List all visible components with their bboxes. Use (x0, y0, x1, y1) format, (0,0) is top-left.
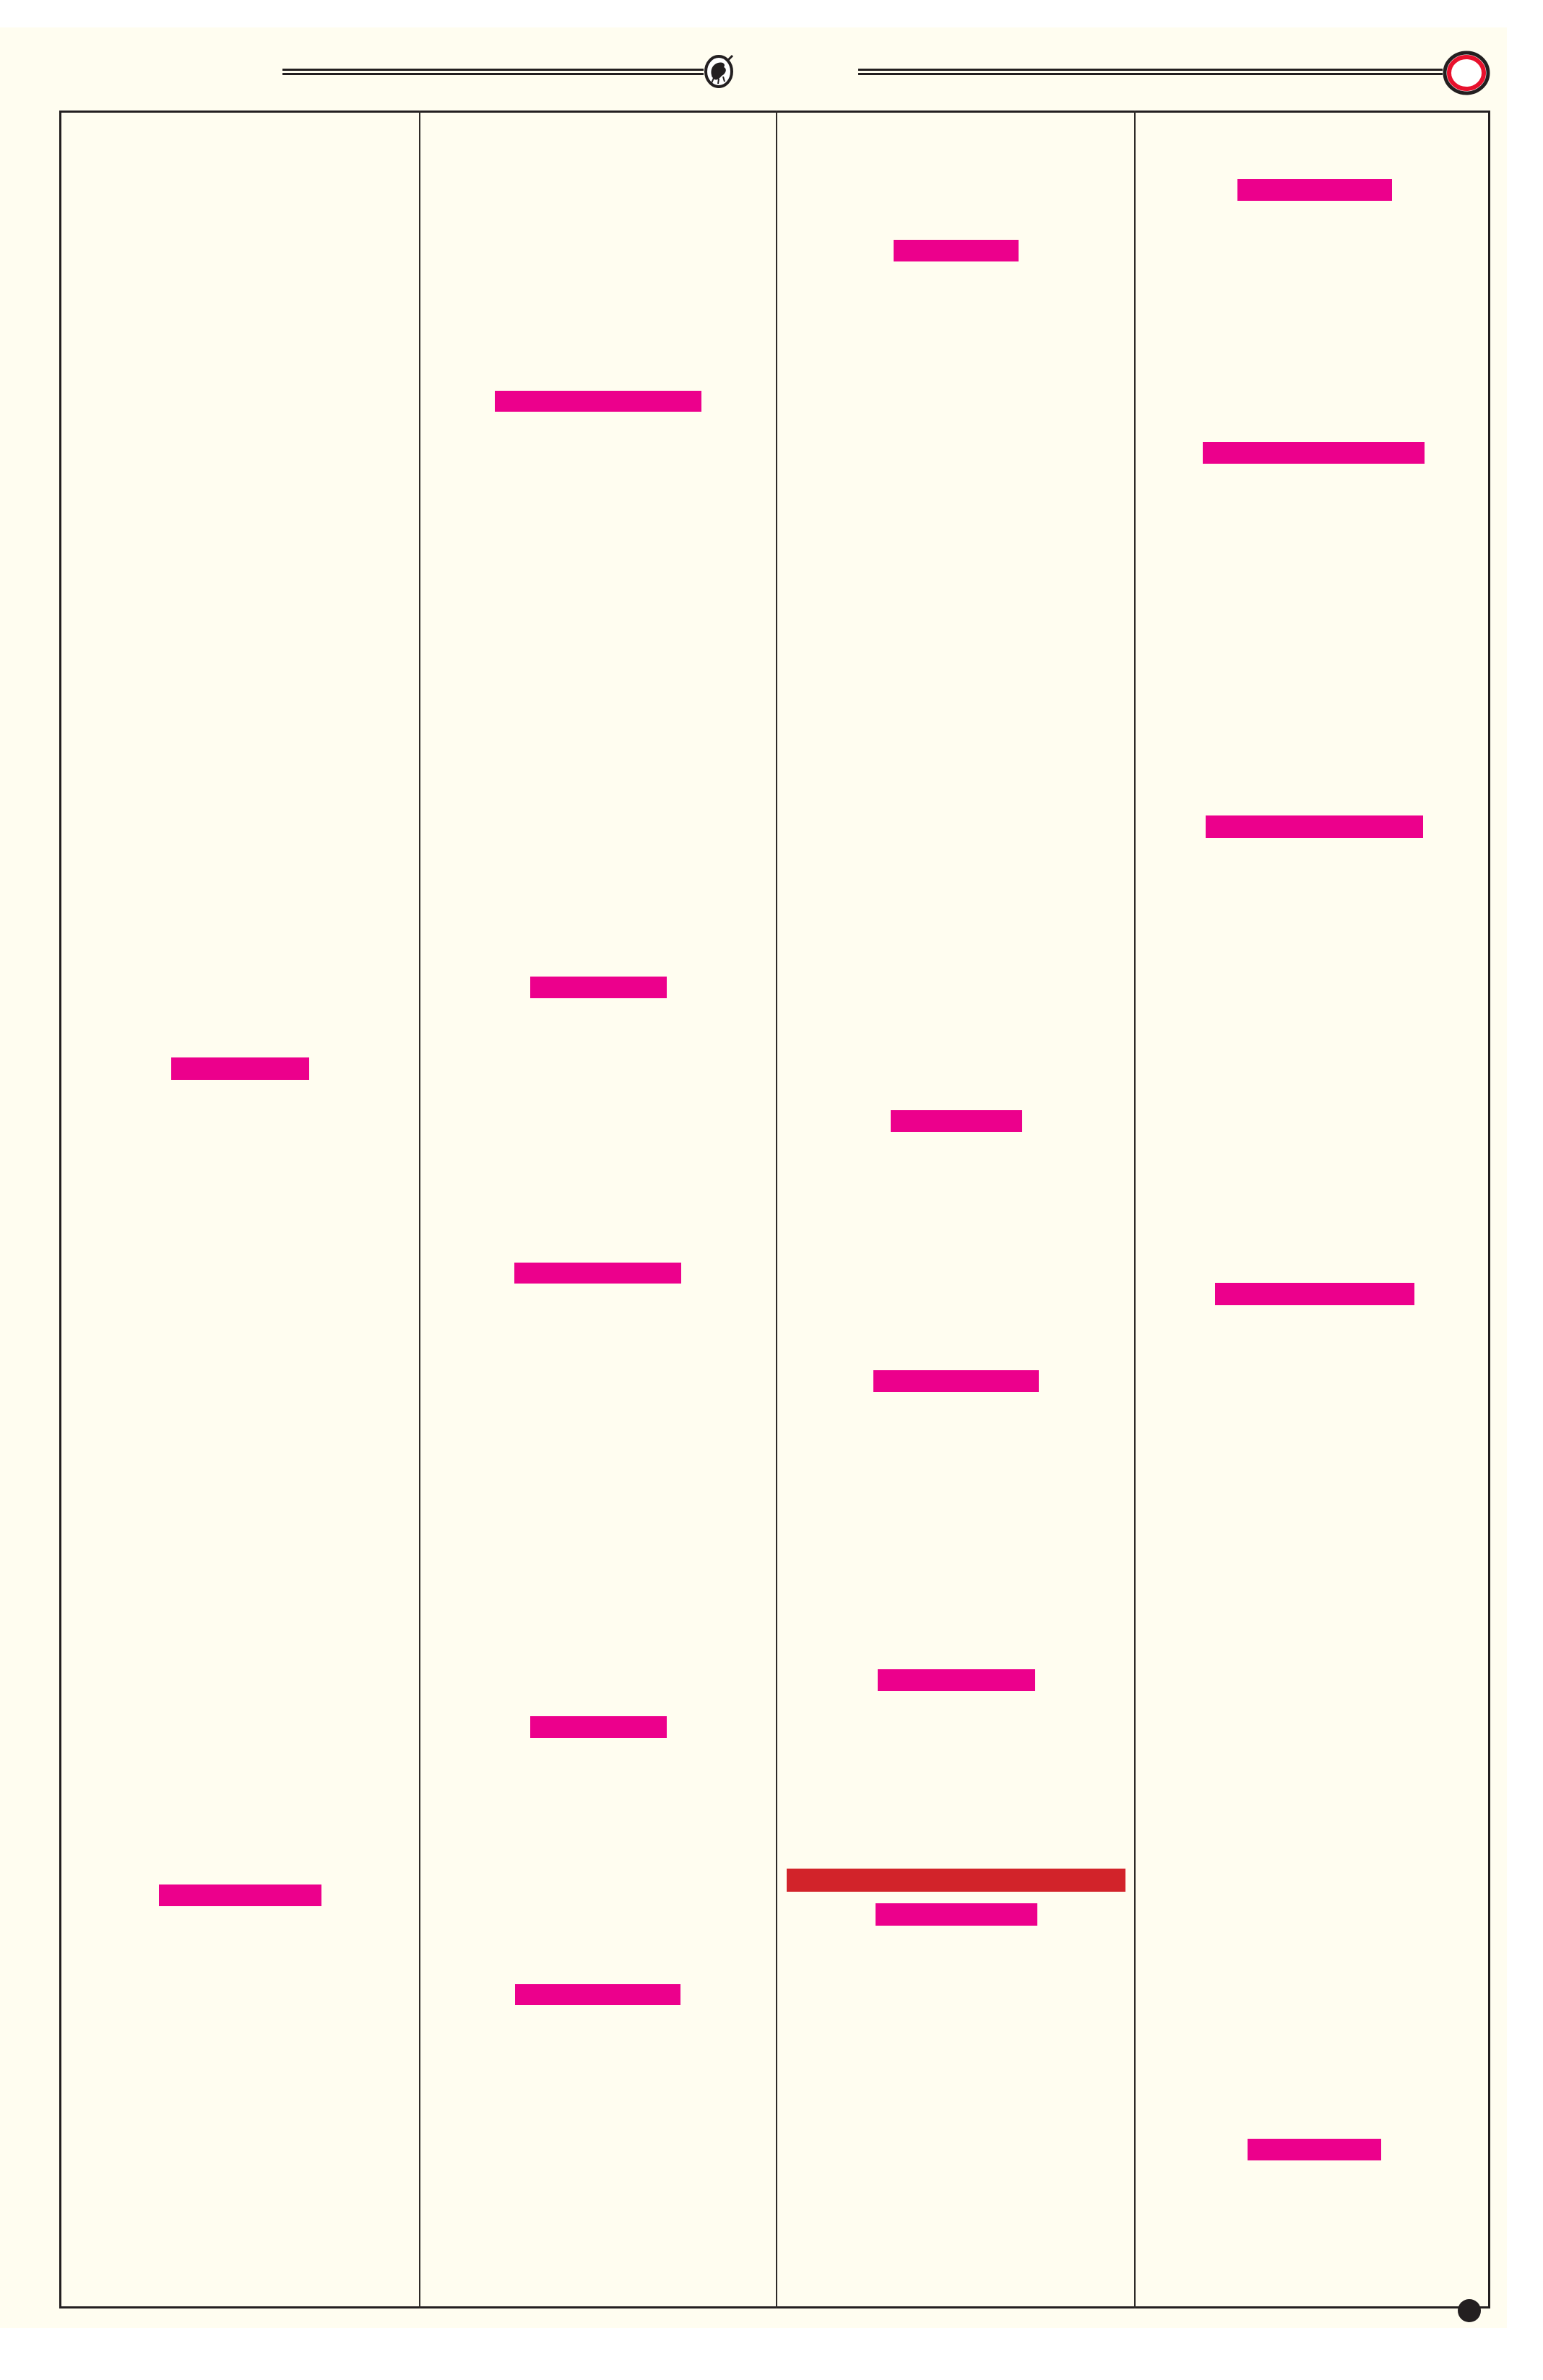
animal-silhouette-icon (701, 53, 736, 95)
header-left-rule (282, 69, 704, 75)
redaction-bar-pink (1206, 815, 1423, 838)
redaction-bar-pink (514, 1263, 681, 1284)
paper-sheet (0, 27, 1507, 2328)
header-right-rule (858, 69, 1443, 75)
column-divider (419, 111, 420, 2308)
redaction-bar-pink (495, 391, 701, 412)
redaction-bar-pink (530, 977, 667, 998)
ring-marker-icon (1442, 50, 1491, 100)
corner-dot (1458, 2299, 1481, 2322)
column-divider (1134, 111, 1136, 2308)
redaction-bar-pink (873, 1370, 1039, 1392)
redaction-bar-pink (530, 1716, 667, 1738)
redaction-bar-pink (515, 1984, 680, 2005)
redaction-bar-pink (171, 1057, 309, 1080)
redaction-bar-pink (1237, 179, 1392, 201)
redaction-bar-pink (876, 1903, 1037, 1926)
redaction-bar-pink (1203, 442, 1425, 464)
highlight-bar-red (787, 1869, 1125, 1892)
redaction-bar-pink (159, 1884, 321, 1906)
redaction-bar-pink (894, 240, 1019, 261)
board-frame (59, 111, 1490, 2308)
redaction-bar-pink (1215, 1283, 1414, 1305)
redaction-bar-pink (878, 1669, 1035, 1691)
column-divider (776, 111, 777, 2308)
redaction-bar-pink (891, 1110, 1022, 1132)
redaction-bar-pink (1248, 2139, 1381, 2160)
